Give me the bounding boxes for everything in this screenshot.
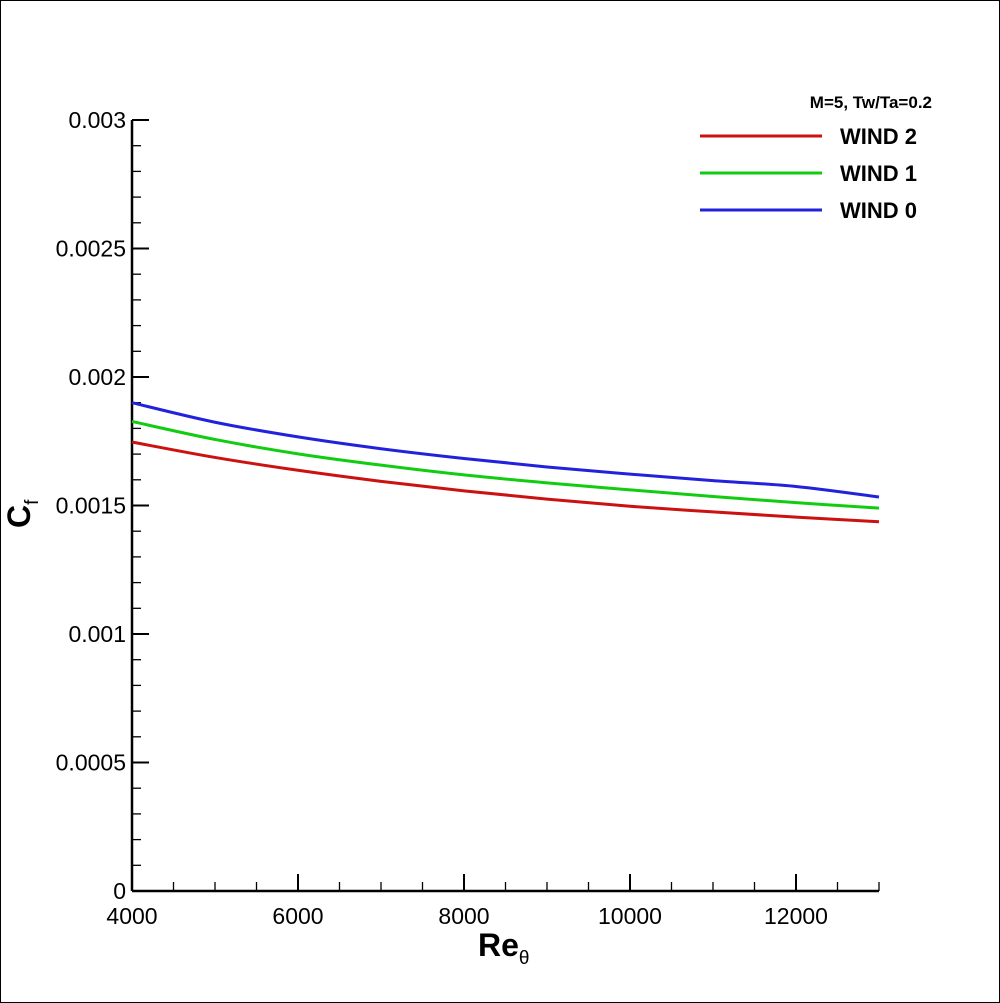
series-layer: [131, 401, 880, 524]
legend: M=5, Tw/Ta=0.2 WIND 2 WIND 1 WIND 0: [700, 93, 932, 223]
y-tick-label: 0.002: [68, 364, 126, 390]
y-tick-label: 0.0015: [56, 493, 126, 519]
x-tick-label: 12000: [764, 903, 828, 929]
y-tick-label: 0: [113, 878, 126, 904]
x-axis-title-main: Re: [478, 927, 519, 963]
legend-title: M=5, Tw/Ta=0.2: [810, 93, 932, 112]
y-axis: 0 0.0005 0.001 0.0015 0.002 0.0025 0.003: [56, 107, 149, 904]
series-line-wind-2: [131, 440, 880, 524]
x-tick-label: 6000: [272, 903, 323, 929]
x-axis-title-sub: θ: [519, 948, 530, 969]
y-tick-label: 0.001: [68, 621, 126, 647]
x-axis-title: Reθ: [478, 927, 529, 969]
series-line-wind-0: [131, 401, 880, 499]
x-tick-label: 4000: [106, 903, 157, 929]
x-axis: 4000 6000 8000 10000 12000: [106, 874, 880, 929]
legend-label: WIND 1: [840, 161, 917, 186]
y-axis-title: Cf: [1, 499, 43, 528]
legend-label: WIND 0: [840, 198, 917, 223]
series-line-wind-1: [131, 419, 880, 510]
x-tick-label: 10000: [598, 903, 662, 929]
x-tick-label: 8000: [438, 903, 489, 929]
y-tick-label: 0.0025: [56, 236, 126, 262]
y-tick-label: 0.003: [68, 107, 126, 133]
y-axis-title-sub: f: [22, 499, 43, 505]
y-axis-title-main: C: [1, 505, 37, 528]
y-tick-label: 0.0005: [56, 750, 126, 776]
legend-label: WIND 2: [840, 124, 917, 149]
